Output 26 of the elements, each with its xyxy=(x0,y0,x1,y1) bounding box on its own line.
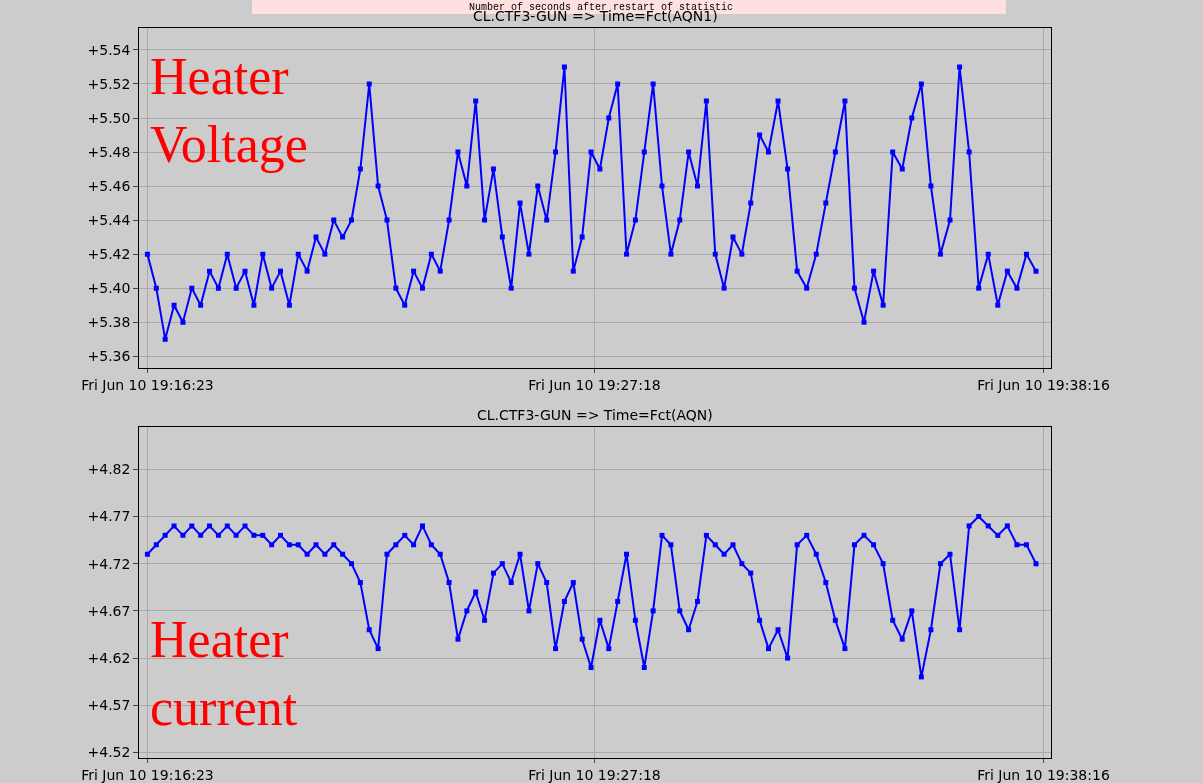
y-tick-label: +5.36 xyxy=(87,348,131,365)
x-tick-label: Fri Jun 10 19:16:23 xyxy=(81,766,214,783)
y-tick-label: +5.52 xyxy=(87,75,131,92)
y-tick-label: +4.72 xyxy=(87,555,131,572)
annotation: Heater current xyxy=(150,611,298,736)
y-tick-label: +5.54 xyxy=(87,41,131,58)
y-tick-label: +5.38 xyxy=(87,314,131,331)
y-tick-label: +5.40 xyxy=(87,280,131,297)
y-tick-label: +5.46 xyxy=(87,177,131,194)
y-tick-label: +5.50 xyxy=(87,109,131,126)
y-tick-label: +4.62 xyxy=(87,649,131,666)
y-tick-label: +5.42 xyxy=(87,246,131,263)
y-tick-label: +4.52 xyxy=(87,744,131,761)
x-tick-label: Fri Jun 10 19:38:16 xyxy=(977,766,1110,783)
x-tick-label: Fri Jun 10 19:27:18 xyxy=(528,766,661,783)
x-tick-label: Fri Jun 10 19:27:18 xyxy=(528,376,661,393)
annotation: Heater Voltage xyxy=(150,48,308,173)
x-tick-label: Fri Jun 10 19:38:16 xyxy=(977,376,1110,393)
y-tick-label: +4.67 xyxy=(87,602,131,619)
x-tick-label: Fri Jun 10 19:16:23 xyxy=(81,376,214,393)
y-tick-label: +4.57 xyxy=(87,697,131,714)
y-tick-label: +5.48 xyxy=(87,143,131,160)
y-tick-label: +5.44 xyxy=(87,212,131,228)
y-tick-label: +4.77 xyxy=(87,508,131,525)
y-tick-label: +4.82 xyxy=(87,461,131,478)
chart-title: CL.CTF3-GUN => Time=Fct(AQN) xyxy=(477,407,713,423)
